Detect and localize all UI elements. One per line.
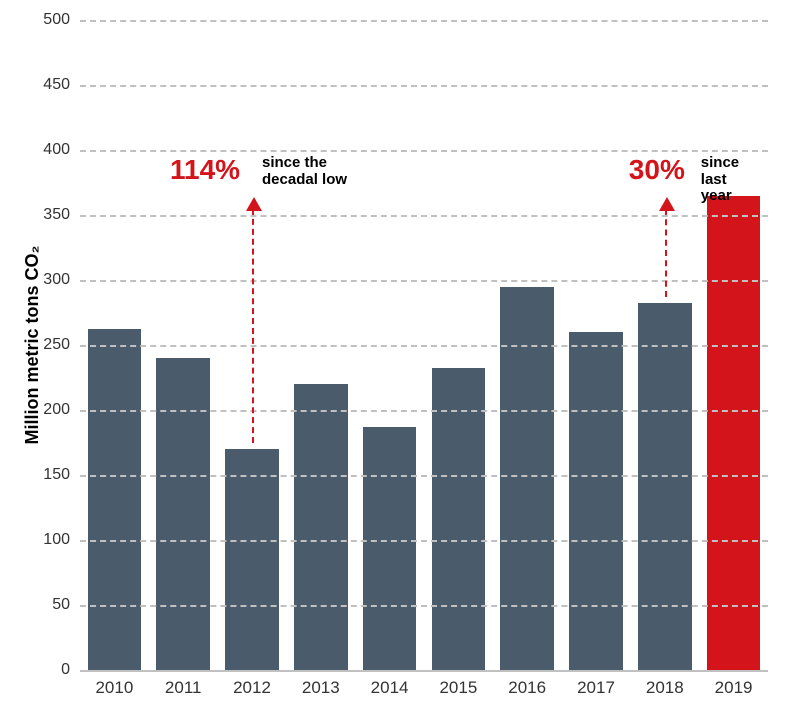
annotation-caption-line: since <box>701 155 739 172</box>
y-tick-label: 500 <box>43 11 80 29</box>
plot-area: 0501001502002503003504004505002010201120… <box>80 20 768 670</box>
gridline <box>80 20 768 22</box>
y-tick-label: 100 <box>43 531 80 549</box>
gridline <box>80 605 768 607</box>
x-tick-label: 2012 <box>233 670 271 698</box>
x-tick-label: 2016 <box>508 670 546 698</box>
x-tick-label: 2017 <box>577 670 615 698</box>
bar <box>88 329 142 670</box>
arrowhead-icon <box>246 197 262 211</box>
bar <box>225 449 279 670</box>
gridline <box>80 150 768 152</box>
annotation-caption-line: last <box>701 172 739 189</box>
x-tick-label: 2013 <box>302 670 340 698</box>
x-tick-label: 2015 <box>439 670 477 698</box>
annotation-caption-line: decadal low <box>262 172 347 189</box>
bar <box>707 196 761 671</box>
bar <box>569 332 623 670</box>
x-tick-label: 2014 <box>371 670 409 698</box>
annotation-arrow <box>252 209 254 443</box>
annotation-caption: sincelastyear <box>701 155 739 205</box>
y-tick-label: 150 <box>43 466 80 484</box>
y-tick-label: 400 <box>43 141 80 159</box>
annotation-caption: since thedecadal low <box>262 155 347 188</box>
y-tick-label: 200 <box>43 401 80 419</box>
bar <box>638 303 692 670</box>
x-tick-label: 2018 <box>646 670 684 698</box>
gridline <box>80 345 768 347</box>
bar <box>363 427 417 670</box>
x-tick-label: 2010 <box>95 670 133 698</box>
y-tick-label: 50 <box>52 596 80 614</box>
gridline <box>80 475 768 477</box>
x-tick-label: 2011 <box>165 670 202 698</box>
y-tick-label: 450 <box>43 76 80 94</box>
annotation-percent: 114% <box>170 154 240 186</box>
bar <box>432 368 486 670</box>
annotation-percent: 30% <box>629 154 685 186</box>
bar <box>156 358 210 670</box>
arrowhead-icon <box>659 197 675 211</box>
gridline <box>80 410 768 412</box>
y-axis-title: Million metric tons CO₂ <box>22 245 43 444</box>
gridline <box>80 540 768 542</box>
bar <box>294 384 348 670</box>
x-tick-label: 2019 <box>715 670 753 698</box>
annotation-caption-line: since the <box>262 155 347 172</box>
co2-bar-chart: 0 50 100 150 200 250 300 350 400 450 500 2010 2011 20… <box>0 0 788 713</box>
annotation-arrow <box>665 209 667 297</box>
y-tick-label: 250 <box>43 336 80 354</box>
gridline <box>80 85 768 87</box>
annotation-caption-line: year <box>701 188 739 205</box>
y-tick-label: 300 <box>43 271 80 289</box>
y-tick-label: 350 <box>43 206 80 224</box>
y-tick-label: 0 <box>61 661 80 679</box>
